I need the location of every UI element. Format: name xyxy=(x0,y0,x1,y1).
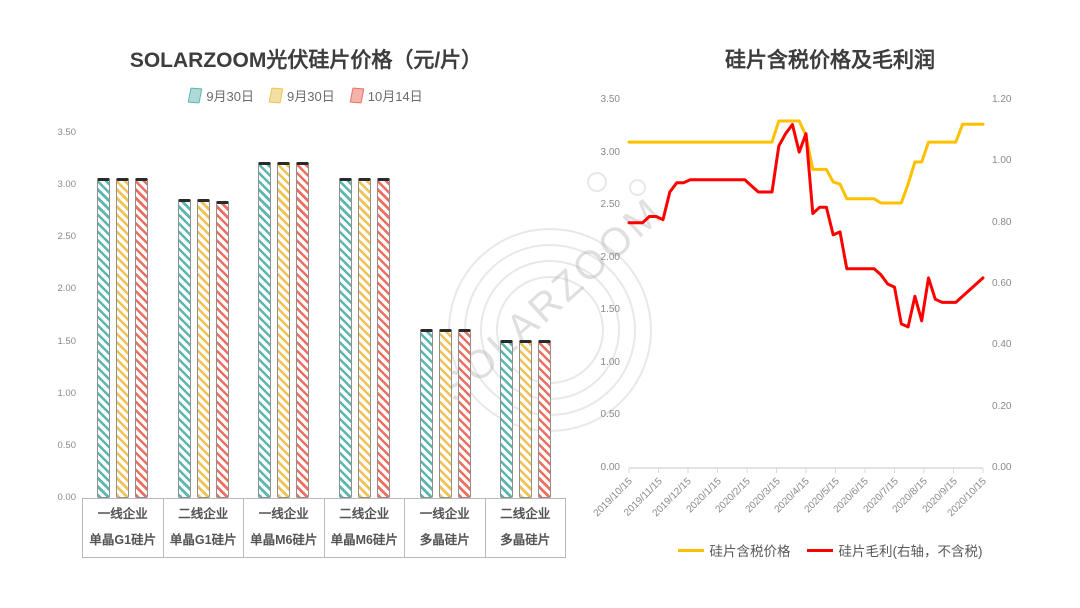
bar-chart-y-axis: 3.50 3.00 2.50 2.00 1.50 1.00 0.50 0.00 xyxy=(20,127,77,503)
line-left-y-tick-label: 3.00 xyxy=(600,146,620,158)
bar-chart-legend: 9月30日 9月30日 10月14日 xyxy=(20,86,592,105)
line-right-y-tick-label: 0.60 xyxy=(992,278,1012,289)
bar xyxy=(177,198,191,498)
bar-group xyxy=(405,133,486,498)
category-company-label: 二线企业 xyxy=(500,507,551,521)
bar xyxy=(215,200,229,498)
line-legend-item: 硅片毛利(右轴，不含税) xyxy=(806,540,983,560)
category-cell: 一线企业 多晶硅片 xyxy=(404,498,486,558)
bar xyxy=(134,177,148,498)
bar-group xyxy=(485,133,566,498)
line-chart-left-y-axis: 3.50 3.00 2.50 2.00 1.50 1.00 0.50 0.00 xyxy=(580,94,620,473)
bar-legend-item: 9月30日 xyxy=(268,86,335,105)
category-product-label: 单晶G1硅片 xyxy=(89,533,157,547)
category-company-label: 二线企业 xyxy=(178,507,229,521)
bar-y-tick-label: 1.00 xyxy=(57,387,77,399)
line-legend-swatch-icon xyxy=(806,548,833,552)
line-chart-svg xyxy=(627,119,985,473)
bar-legend-label: 10月14日 xyxy=(367,89,423,104)
bar-legend-swatch-icon xyxy=(268,87,284,104)
bar-legend-swatch-icon xyxy=(349,87,365,104)
category-company-label: 一线企业 xyxy=(97,507,148,521)
wafer-price-bar-chart: SOLARZOOM光伏硅片价格（元/片） 9月30日 9月30日 10月14日 3.… xyxy=(20,0,592,608)
bar xyxy=(338,177,352,498)
category-product-label: 多晶硅片 xyxy=(500,533,551,547)
line-legend-item: 硅片含税价格 xyxy=(677,540,791,560)
line-left-y-tick-label: 0.00 xyxy=(600,462,620,473)
price-margin-line-chart: 硅片含税价格及毛利润 3.50 3.00 2.50 2.00 1.50 1.00 0.50 0… xyxy=(580,0,1080,608)
category-product-label: 多晶硅片 xyxy=(419,533,470,547)
bar-group xyxy=(82,133,163,498)
line-legend-label: 硅片毛利(右轴，不含税) xyxy=(838,544,983,559)
bar-y-tick-label: 1.50 xyxy=(57,335,77,347)
bar xyxy=(519,339,533,498)
line-chart-title: 硅片含税价格及毛利润 xyxy=(725,49,935,72)
line-right-y-tick-label: 1.00 xyxy=(992,155,1012,167)
line-left-y-tick-label: 3.50 xyxy=(600,94,620,105)
category-product-label: 单晶M6硅片 xyxy=(250,533,318,547)
series-line-margin xyxy=(627,123,985,329)
bar-chart-title: SOLARZOOM光伏硅片价格（元/片） xyxy=(129,49,483,72)
line-left-y-tick-label: 0.50 xyxy=(600,409,620,421)
line-chart-x-axis: 2019/10/15 2019/11/15 2019/12/15 2020/1/15 2… xyxy=(580,0,1080,608)
line-left-y-tick-label: 2.00 xyxy=(600,251,620,263)
line-left-y-tick-label: 1.50 xyxy=(600,304,620,316)
bar xyxy=(457,329,471,498)
bar-legend-label: 9月30日 xyxy=(206,89,255,104)
category-company-label: 一线企业 xyxy=(419,507,470,521)
bar-y-tick-label: 3.00 xyxy=(57,179,77,191)
bar xyxy=(419,329,433,498)
bar-legend-swatch-icon xyxy=(187,87,203,104)
bar-group xyxy=(324,133,405,498)
bar-y-tick-label: 3.50 xyxy=(57,127,77,138)
bar xyxy=(277,162,291,498)
line-chart-plot-area xyxy=(627,100,985,476)
line-chart-legend: 硅片含税价格 硅片毛利(右轴，不含税) xyxy=(580,540,1080,560)
line-left-y-tick-label: 2.50 xyxy=(600,199,620,211)
category-cell: 一线企业单晶M6硅片 xyxy=(243,498,325,558)
bar-chart-plot-area xyxy=(82,133,566,498)
bar xyxy=(115,177,129,498)
line-right-y-tick-label: 0.40 xyxy=(992,339,1012,351)
bar-y-tick-label: 2.00 xyxy=(57,283,77,295)
line-left-y-tick-label: 1.00 xyxy=(600,356,620,368)
bar xyxy=(357,177,371,498)
bar-group xyxy=(163,133,244,498)
line-right-y-tick-label: 1.20 xyxy=(992,94,1012,105)
line-legend-swatch-icon xyxy=(677,548,704,552)
bar-group xyxy=(243,133,324,498)
category-cell: 二线企业 多晶硅片 xyxy=(484,498,566,558)
line-right-y-tick-label: 0.20 xyxy=(992,400,1012,412)
category-product-label: 单晶M6硅片 xyxy=(330,533,398,547)
line-chart-right-y-axis: 1.20 1.00 0.80 0.60 0.40 0.20 0.00 xyxy=(992,94,1038,473)
bar-chart-category-axis: 一线企业 单晶G1硅片 二线企业 单晶G1硅片 一线企业 单晶M6硅片 二线企业 单晶M6硅片… xyxy=(82,498,566,558)
line-right-y-tick-label: 0.80 xyxy=(992,216,1012,228)
category-company-label: 一线企业 xyxy=(258,507,309,521)
bar xyxy=(196,198,210,498)
category-cell: 二线企业单晶G1硅片 xyxy=(162,498,244,558)
line-legend-label: 硅片含税价格 xyxy=(709,544,791,559)
bar-legend-item: 9月30日 xyxy=(187,86,255,105)
bar xyxy=(538,339,552,498)
category-company-label: 二线企业 xyxy=(339,507,390,521)
category-product-label: 单晶G1硅片 xyxy=(169,533,237,547)
bar-y-tick-label: 0.00 xyxy=(57,492,77,503)
bar xyxy=(258,162,272,498)
category-cell: 二线企业单晶M6硅片 xyxy=(323,498,405,558)
bar-legend-label: 9月30日 xyxy=(287,89,335,104)
category-cell: 一线企业单晶G1硅片 xyxy=(82,498,164,558)
bar xyxy=(376,177,390,498)
bar xyxy=(96,177,110,498)
bar xyxy=(296,162,310,498)
bar-legend-item: 10月14日 xyxy=(349,86,423,105)
bar xyxy=(438,329,452,498)
line-right-y-tick-label: 0.00 xyxy=(992,462,1012,473)
bar xyxy=(500,339,514,498)
bar-y-tick-label: 0.50 xyxy=(57,439,77,451)
bar-y-tick-label: 2.50 xyxy=(57,231,77,243)
